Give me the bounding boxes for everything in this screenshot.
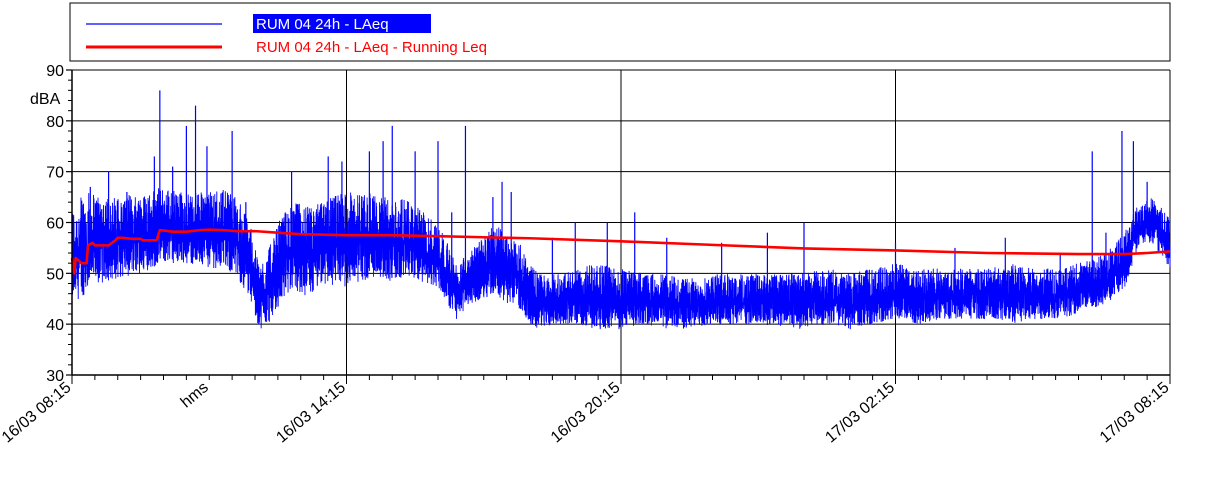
x-tick-label: 16/03 14:15 (273, 379, 349, 446)
legend-box (69, 2, 1171, 62)
y-tick-label: 60 (46, 216, 64, 233)
x-tick-label: 16/03 08:15 (0, 379, 75, 446)
legend-label-series-2: RUM 04 24h - LAeq - Running Leq (256, 39, 487, 56)
x-tick-label: hms (178, 379, 212, 411)
y-tick-label: 70 (46, 165, 64, 182)
y-tick-label: 50 (46, 266, 64, 283)
y-ticks: 30 40 50 60 70 80 90 (46, 63, 72, 385)
x-tick-label: 17/03 02:15 (822, 379, 898, 446)
y-tick-label: 40 (46, 317, 64, 334)
y-tick-label: 90 (46, 63, 64, 80)
y-tick-label: 30 (46, 368, 64, 385)
legend-label-series-1: RUM 04 24h - LAeq (256, 16, 389, 33)
x-tick-label: 16/03 20:15 (548, 379, 624, 446)
y-axis-unit-label: dBA (30, 91, 61, 108)
series-laeq-line (71, 188, 1171, 330)
data-series (70, 90, 1171, 330)
series-running-leq-line (70, 228, 1171, 275)
x-ticks: 16/03 08:15 hms 16/03 14:15 16/03 20:15 17/0… (0, 375, 1173, 446)
y-tick-label: 80 (46, 114, 64, 131)
legend-highlight-series-1 (253, 14, 431, 33)
x-tick-label: 17/03 08:15 (1097, 379, 1173, 446)
